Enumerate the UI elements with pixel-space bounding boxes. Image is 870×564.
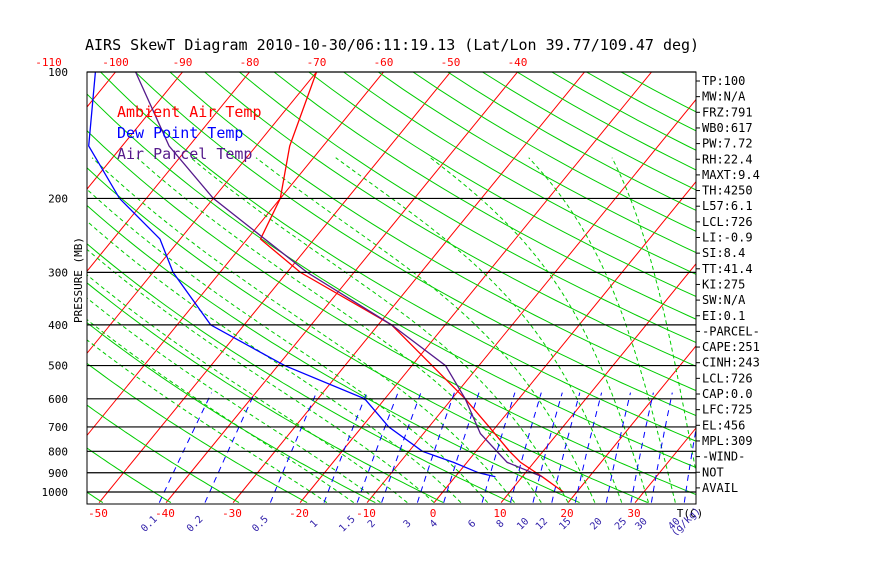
mixing-ratio-tick-label: 6 [466, 518, 478, 530]
pressure-tick-label: 500 [48, 360, 68, 373]
top-temp-tick-label: -70 [307, 56, 327, 69]
isotherm-line [367, 63, 726, 503]
index-item: EL:456 [702, 418, 745, 432]
index-item: TT:41.4 [702, 262, 753, 276]
mixing-ratio-tick-label: 4 [428, 518, 440, 530]
mixing-ratio-tick-label: 20 [588, 516, 604, 532]
index-item: CAP:0.0 [702, 387, 753, 401]
pressure-tick-label: 700 [48, 421, 68, 434]
index-item: SI:8.4 [702, 246, 745, 260]
mixing-ratio-tick-label: 1.5 [337, 514, 358, 535]
pressure-tick-label: 1000 [42, 486, 69, 499]
chart-title: AIRS SkewT Diagram 2010-10-30/06:11:19.1… [85, 36, 699, 54]
pressure-tick-label: 200 [48, 192, 68, 205]
index-item: CINH:243 [702, 356, 760, 370]
bottom-temp-tick-label: -10 [356, 507, 376, 520]
index-item: LFC:725 [702, 403, 753, 417]
index-item: SW:N/A [702, 293, 746, 307]
index-item: RH:22.4 [702, 152, 753, 166]
legend-entry: Dew Point Temp [117, 124, 243, 142]
pressure-tick-label: 600 [48, 393, 68, 406]
mixing-ratio-tick-label: 0.2 [185, 514, 206, 535]
mixing-ratio-line [357, 393, 398, 503]
mixing-ratio-line [159, 393, 211, 503]
pressure-tick-label: 400 [48, 319, 68, 332]
mixing-ratio-line [533, 393, 562, 503]
index-item: FRZ:791 [702, 105, 753, 119]
index-item: L57:6.1 [702, 199, 753, 213]
index-item: CAPE:251 [702, 340, 760, 354]
top-temp-tick-label: -90 [173, 56, 193, 69]
top-temp-tick-label: -60 [374, 56, 394, 69]
mixing-ratio-line [417, 393, 454, 503]
mixing-ratio-tick-label: 1 [308, 518, 320, 530]
index-item: KI:275 [702, 277, 745, 291]
mixing-ratio-line [575, 393, 601, 503]
pressure-tick-label: 300 [48, 266, 68, 279]
index-item: MPL:309 [702, 434, 753, 448]
bottom-temp-tick-label: -50 [88, 507, 108, 520]
index-item: MAXT:9.4 [702, 168, 760, 182]
bottom-temp-tick-label: -20 [289, 507, 309, 520]
dry-adiabat-line [309, 72, 870, 503]
dry-adiabat-line [274, 72, 870, 503]
index-item: NOT [702, 465, 724, 479]
dry-adiabat-line [0, 72, 35, 503]
ambient-air-temp-line [261, 72, 564, 492]
mixing-ratio-tick-label: 3 [402, 518, 414, 530]
legend-entry: Air Parcel Temp [117, 145, 252, 163]
dry-adiabat-line [344, 72, 870, 503]
top-temp-tick-label: -100 [102, 56, 129, 69]
isotherm-line [769, 63, 870, 503]
index-item: TH:4250 [702, 184, 753, 198]
index-item: PW:7.72 [702, 137, 753, 151]
isotherm-line [300, 63, 659, 503]
index-item: LI:-0.9 [702, 231, 753, 245]
index-item: EI:0.1 [702, 309, 745, 323]
pressure-tick-label: 900 [48, 467, 68, 480]
dry-adiabat-line [517, 72, 870, 503]
bottom-temp-tick-label: 0 [430, 507, 437, 520]
top-temp-tick-label: -80 [240, 56, 260, 69]
index-item: LCL:726 [702, 371, 753, 385]
legend-entry: Ambient Air Temp [117, 103, 262, 121]
top-temp-tick-label: -110 [35, 56, 62, 69]
bottom-temp-tick-label: 30 [627, 507, 640, 520]
dry-adiabat-line [378, 72, 870, 503]
bottom-temp-tick-label: -30 [222, 507, 242, 520]
mixing-ratio-tick-label: 8 [495, 518, 507, 530]
mixing-ratio-line [606, 393, 630, 503]
mixing-ratio-tick-label: 0.5 [250, 514, 271, 535]
index-item: WB0:617 [702, 121, 753, 135]
index-item: -PARCEL- [702, 324, 760, 338]
dry-adiabat-line [205, 72, 870, 503]
mixing-ratio-tick-label: 10 [515, 516, 531, 532]
y-axis-label: PRESSURE (MB) [72, 237, 85, 323]
bottom-temp-tick-label: -40 [155, 507, 175, 520]
top-temp-tick-label: -40 [508, 56, 528, 69]
index-item: TP:100 [702, 74, 745, 88]
index-item: -WIND- [702, 450, 745, 464]
top-temp-tick-label: -50 [441, 56, 461, 69]
index-item: LCL:726 [702, 215, 753, 229]
mixing-ratio-line [684, 393, 703, 503]
mixing-ratio-tick-label: 12 [534, 516, 550, 532]
isotherm-line [233, 63, 592, 503]
index-item: AVAIL [702, 481, 738, 495]
mixing-ratio-tick-label: 2 [366, 518, 378, 530]
pressure-tick-label: 800 [48, 445, 68, 458]
isotherm-line [0, 63, 56, 503]
index-item: MW:N/A [702, 90, 746, 104]
bottom-temp-tick-label: 10 [493, 507, 506, 520]
isotherm-line [0, 63, 123, 503]
